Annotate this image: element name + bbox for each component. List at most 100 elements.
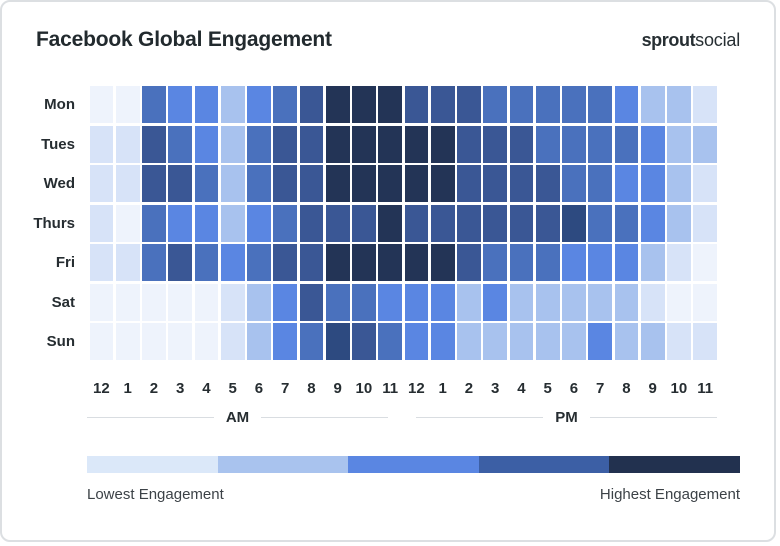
row-label-tues: Tues: [41, 135, 75, 153]
heatmap-cell-wed-7pm: [588, 165, 612, 202]
heatmap-cell-tues-8pm: [614, 125, 639, 163]
heatmap-cell-sun-6pm: [562, 323, 586, 360]
heatmap-cell-sun-9pm: [640, 323, 665, 360]
heatmap-cell-wed-5am: [220, 165, 245, 202]
heatmap-cell-mon-9pm: [640, 86, 665, 123]
heatmap-cell-mon-12am: [89, 86, 114, 123]
x-tick-2pm: 2: [464, 380, 474, 397]
heatmap-cell-sat-10am: [352, 283, 376, 321]
row-label-mon: Mon: [44, 96, 75, 113]
heatmap-cell-wed-1pm: [430, 165, 455, 202]
heatmap-cell-sun-12pm: [404, 323, 429, 360]
heatmap-cell-wed-2pm: [457, 165, 481, 202]
heatmap-cell-thurs-6am: [247, 204, 271, 242]
heatmap-cell-tues-9am: [325, 125, 350, 163]
heatmap-cell-fri-1pm: [430, 244, 455, 281]
heatmap-cell-sun-8pm: [614, 323, 639, 360]
heatmap-cell-wed-10pm: [667, 165, 691, 202]
heatmap-cell-fri-10pm: [667, 244, 691, 281]
heatmap-cell-sat-5pm: [535, 283, 560, 321]
heatmap-cell-tues-8am: [299, 125, 324, 163]
heatmap-cell-sun-4pm: [509, 323, 534, 360]
heatmap-cell-sat-8pm: [614, 283, 639, 321]
legend-highest-label: Highest Engagement: [599, 486, 740, 503]
legend-bar: [87, 456, 740, 473]
heatmap-cell-thurs-12pm: [404, 204, 429, 242]
heatmap-cell-sat-6am: [247, 283, 271, 321]
heatmap-cell-thurs-11am: [378, 204, 402, 242]
heatmap-cell-fri-7am: [273, 244, 297, 281]
heatmap-cell-fri-9pm: [640, 244, 665, 281]
heatmap-cell-mon-2am: [142, 86, 166, 123]
heatmap-cell-thurs-3am: [168, 204, 192, 242]
heatmap-cell-fri-4pm: [509, 244, 534, 281]
heatmap-cell-tues-1am: [115, 125, 140, 163]
heatmap-cell-sat-9am: [325, 283, 350, 321]
heatmap-cell-mon-4am: [194, 86, 219, 123]
legend-segment-2: [217, 456, 349, 473]
heatmap-cell-sat-12am: [89, 283, 114, 321]
heatmap-cell-mon-6am: [247, 86, 271, 123]
heatmap-cell-sun-3pm: [483, 323, 507, 360]
x-tick-6am: 6: [254, 380, 264, 397]
x-tick-10am: 10: [355, 380, 373, 397]
heatmap-cell-sun-1pm: [430, 323, 455, 360]
x-tick-8pm: 8: [622, 380, 631, 397]
heatmap-cell-sun-10pm: [667, 323, 691, 360]
heatmap-cell-mon-2pm: [457, 86, 481, 123]
heatmap-cell-thurs-5am: [220, 204, 245, 242]
heatmap-cell-sat-4am: [194, 283, 219, 321]
heatmap-cell-wed-11pm: [693, 165, 717, 202]
am-divider-line-right: [261, 417, 389, 418]
row-label-sat: Sat: [51, 293, 75, 311]
heatmap-cell-fri-6pm: [562, 244, 586, 281]
x-tick-3am: 3: [175, 380, 185, 397]
heatmap-cell-sat-2am: [142, 283, 166, 321]
heatmap-cell-fri-6am: [247, 244, 271, 281]
pm-group: PM: [402, 409, 717, 426]
x-tick-8am: 8: [307, 380, 316, 397]
heatmap-cell-wed-6am: [247, 165, 271, 202]
row-label-thurs: Thurs: [33, 214, 75, 232]
heatmap-cell-sat-3am: [168, 283, 192, 321]
heatmap-cell-wed-3pm: [483, 165, 507, 202]
heatmap-cell-wed-1am: [115, 165, 140, 202]
heatmap-cell-thurs-2am: [142, 204, 166, 242]
heatmap-cell-thurs-6pm: [562, 204, 586, 242]
x-tick-12am: 12: [93, 380, 110, 397]
heatmap-cell-tues-4am: [194, 125, 219, 163]
am-group: AM: [87, 409, 402, 426]
heatmap-cell-fri-12pm: [404, 244, 429, 281]
heatmap-cell-sun-7pm: [588, 323, 612, 360]
x-tick-3pm: 3: [490, 380, 500, 397]
heatmap-cell-thurs-11pm: [693, 204, 717, 242]
heatmap-cell-sat-1pm: [430, 283, 455, 321]
x-tick-6pm: 6: [569, 380, 579, 397]
heatmap-cell-fri-2am: [142, 244, 166, 281]
heatmap-cell-thurs-12am: [89, 204, 114, 242]
heatmap-cell-tues-3am: [168, 125, 192, 163]
x-axis: 12 1 2 3 4 5 6 7 8 9 10 11 12 1 2 3 4 5 6 7 8 9 10 11: [12, 380, 717, 397]
heatmap-cell-tues-4pm: [509, 125, 534, 163]
heatmap-grid: Mon Tues Wed Thurs Fri Sat Sun: [12, 86, 717, 360]
heatmap-cell-tues-11am: [378, 125, 402, 163]
heatmap-cell-wed-12am: [89, 165, 114, 202]
heatmap-cell-fri-5am: [220, 244, 245, 281]
legend-segment-4: [478, 456, 610, 473]
heatmap-cell-mon-11pm: [693, 86, 717, 123]
heatmap-cell-thurs-8pm: [614, 204, 639, 242]
heatmap-cell-wed-4pm: [509, 165, 534, 202]
x-tick-7pm: 7: [595, 380, 605, 397]
heatmap-cell-fri-7pm: [588, 244, 612, 281]
heatmap-cell-tues-10pm: [667, 125, 691, 163]
heatmap-cell-tues-3pm: [483, 125, 507, 163]
heatmap-cell-mon-11am: [378, 86, 402, 123]
heatmap-cell-sun-2pm: [457, 323, 481, 360]
heatmap-cell-mon-4pm: [509, 86, 534, 123]
legend-lowest-label: Lowest Engagement: [87, 486, 224, 503]
heatmap-cell-tues-2am: [142, 125, 166, 163]
card-header: Facebook Global Engagement sproutsocial: [2, 2, 774, 52]
x-tick-4pm: 4: [517, 380, 526, 397]
heatmap-cell-mon-12pm: [404, 86, 429, 123]
am-divider-line-left: [87, 417, 214, 418]
